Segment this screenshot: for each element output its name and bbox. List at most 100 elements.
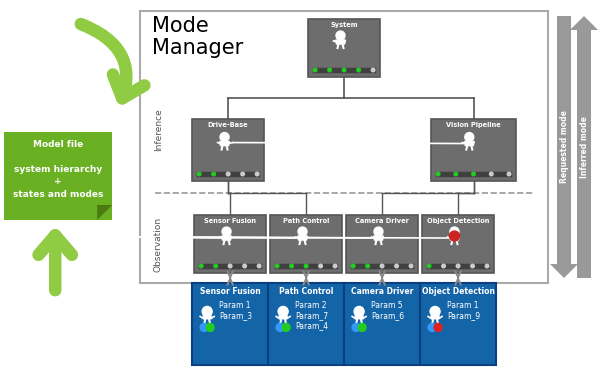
Circle shape xyxy=(395,264,398,268)
Circle shape xyxy=(278,307,288,316)
Text: Mode
Manager: Mode Manager xyxy=(152,16,243,58)
Bar xyxy=(196,171,260,177)
Polygon shape xyxy=(97,205,112,220)
Text: Param_9: Param_9 xyxy=(447,311,480,320)
Bar xyxy=(140,11,548,283)
Bar xyxy=(198,263,262,269)
Circle shape xyxy=(351,264,355,268)
Circle shape xyxy=(197,172,201,176)
Circle shape xyxy=(255,172,259,176)
Text: Path Control: Path Control xyxy=(283,218,329,224)
Text: Object Detection: Object Detection xyxy=(422,287,494,296)
Circle shape xyxy=(374,227,383,236)
Text: Drive-Base: Drive-Base xyxy=(208,122,249,128)
Circle shape xyxy=(206,323,214,332)
Text: Param 1: Param 1 xyxy=(219,301,251,310)
FancyArrowPatch shape xyxy=(39,236,72,290)
Polygon shape xyxy=(550,16,578,278)
Circle shape xyxy=(357,68,360,72)
Circle shape xyxy=(427,264,431,268)
Circle shape xyxy=(471,264,475,268)
Circle shape xyxy=(354,307,364,316)
Polygon shape xyxy=(335,40,346,44)
Text: Inference: Inference xyxy=(154,109,163,151)
Polygon shape xyxy=(298,236,308,240)
Circle shape xyxy=(343,68,346,72)
FancyBboxPatch shape xyxy=(268,283,344,365)
Circle shape xyxy=(434,323,442,332)
Bar xyxy=(312,67,376,73)
Circle shape xyxy=(465,132,474,142)
Text: Param 5: Param 5 xyxy=(371,301,403,310)
Polygon shape xyxy=(354,315,364,319)
FancyBboxPatch shape xyxy=(346,215,418,273)
Polygon shape xyxy=(202,315,212,319)
Circle shape xyxy=(200,323,208,332)
Circle shape xyxy=(437,172,440,176)
Circle shape xyxy=(290,264,293,268)
Circle shape xyxy=(328,68,332,72)
Circle shape xyxy=(202,307,212,316)
Circle shape xyxy=(305,264,308,268)
Circle shape xyxy=(241,172,244,176)
Circle shape xyxy=(200,264,203,268)
Circle shape xyxy=(371,68,375,72)
Circle shape xyxy=(333,264,337,268)
Circle shape xyxy=(227,172,230,176)
Circle shape xyxy=(449,231,459,241)
Bar xyxy=(426,263,490,269)
Bar xyxy=(350,263,414,269)
Polygon shape xyxy=(373,236,384,240)
Circle shape xyxy=(275,264,279,268)
Circle shape xyxy=(352,323,360,332)
Text: Param_3: Param_3 xyxy=(219,311,252,320)
Polygon shape xyxy=(222,236,231,240)
FancyBboxPatch shape xyxy=(420,283,496,365)
Circle shape xyxy=(228,264,232,268)
Text: Param_6: Param_6 xyxy=(371,311,404,320)
Circle shape xyxy=(456,264,460,268)
Text: Model file

system hierarchy
+
states and modes: Model file system hierarchy + states and… xyxy=(13,140,103,199)
FancyBboxPatch shape xyxy=(308,19,380,77)
FancyBboxPatch shape xyxy=(431,119,516,181)
Text: Observation: Observation xyxy=(154,216,163,272)
Circle shape xyxy=(336,31,345,40)
Circle shape xyxy=(319,264,322,268)
Text: Sensor Fusion: Sensor Fusion xyxy=(200,287,260,296)
Polygon shape xyxy=(449,236,459,240)
Circle shape xyxy=(485,264,489,268)
Circle shape xyxy=(454,172,457,176)
Text: Param 2: Param 2 xyxy=(295,301,327,310)
Circle shape xyxy=(214,264,217,268)
Text: System: System xyxy=(330,22,358,28)
Polygon shape xyxy=(278,315,288,319)
Circle shape xyxy=(220,132,229,142)
Circle shape xyxy=(282,323,290,332)
Circle shape xyxy=(276,323,284,332)
Polygon shape xyxy=(464,142,474,146)
Text: Camera Driver: Camera Driver xyxy=(355,218,409,224)
Polygon shape xyxy=(430,315,440,319)
Circle shape xyxy=(222,227,231,236)
FancyBboxPatch shape xyxy=(344,283,420,365)
Polygon shape xyxy=(220,142,230,146)
Text: Param_4: Param_4 xyxy=(295,321,328,330)
Circle shape xyxy=(380,264,384,268)
Circle shape xyxy=(243,264,246,268)
Bar xyxy=(435,171,512,177)
Circle shape xyxy=(507,172,511,176)
Text: Param 1: Param 1 xyxy=(447,301,478,310)
FancyBboxPatch shape xyxy=(192,283,268,365)
Text: Inferred mode: Inferred mode xyxy=(580,116,588,178)
Text: Requested mode: Requested mode xyxy=(559,110,569,183)
Circle shape xyxy=(298,227,307,236)
Bar xyxy=(4,132,112,220)
Circle shape xyxy=(410,264,413,268)
Circle shape xyxy=(358,323,366,332)
FancyArrowPatch shape xyxy=(81,24,144,98)
Text: Sensor Fusion: Sensor Fusion xyxy=(204,218,256,224)
Circle shape xyxy=(450,227,459,236)
Text: Vision Pipeline: Vision Pipeline xyxy=(446,122,501,128)
Text: Param_7: Param_7 xyxy=(295,311,328,320)
Circle shape xyxy=(489,172,493,176)
